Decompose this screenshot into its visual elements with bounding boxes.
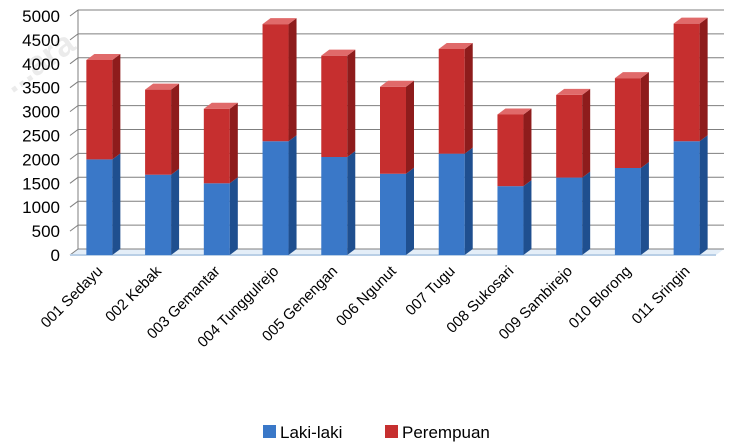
y-tick-label: 4000 — [22, 55, 60, 74]
x-category-label: 006 Ngunut — [333, 262, 400, 329]
gridline-side — [69, 105, 79, 112]
bar-perempuan — [673, 23, 700, 142]
y-tick-label: 500 — [32, 222, 60, 241]
bar-side-laki-laki — [112, 153, 121, 255]
gridline-side — [69, 129, 79, 136]
bar-side-laki-laki — [288, 135, 297, 255]
bar-laki-laki — [614, 168, 641, 255]
bar-laki-laki — [262, 141, 289, 255]
bar-side-perempuan — [171, 83, 180, 175]
bar-side-laki-laki — [464, 147, 473, 255]
bar-top-perempuan — [262, 18, 297, 25]
bar-perempuan — [203, 108, 230, 184]
bar-side-perempuan — [229, 102, 238, 184]
bar-side-laki-laki — [347, 151, 356, 255]
y-tick-label: 4500 — [22, 31, 60, 50]
bar-top-perempuan — [556, 88, 591, 95]
y-axis: 0 500 1000 1500 2000 2500 3000 3500 4000 4500 5000 — [22, 7, 60, 265]
x-category-label: 010 Blorong — [566, 263, 635, 332]
y-tick-label: 3000 — [22, 103, 60, 122]
bar-top-perempuan — [380, 80, 414, 87]
bar-perempuan — [497, 114, 524, 187]
bar-side-perempuan — [640, 72, 649, 169]
bar-top-perempuan — [614, 72, 649, 79]
x-category-label: 001 Sedayu — [38, 263, 107, 332]
bar-top-perempuan — [145, 83, 180, 90]
bar-top-perempuan — [86, 53, 121, 60]
bar-top-perempuan — [438, 42, 473, 49]
gridline-side — [69, 81, 79, 89]
bar-side-laki-laki — [699, 135, 708, 255]
bar-perempuan — [145, 89, 172, 175]
bar-side-perempuan — [523, 108, 532, 187]
y-tick-label: 1500 — [22, 174, 60, 193]
gridline-side — [69, 176, 79, 184]
legend-label-perempuan: Perempuan — [402, 423, 490, 442]
gridline-side — [69, 57, 79, 65]
bar-laki-laki — [203, 183, 230, 255]
bar-laki-laki — [673, 141, 700, 255]
bar-perempuan — [438, 48, 465, 154]
bar-side-perempuan — [464, 42, 473, 154]
bar-side-perempuan — [406, 80, 414, 174]
bar-perempuan — [380, 86, 406, 174]
bar-side-perempuan — [582, 88, 591, 178]
bar-side-laki-laki — [582, 171, 591, 255]
bar-laki-laki — [556, 177, 583, 255]
legend: Laki-laki Perempuan — [263, 423, 490, 442]
bar-top-perempuan — [673, 17, 708, 24]
bar-perempuan — [262, 24, 289, 142]
bar-laki-laki — [380, 173, 406, 255]
y-tick-label: 2500 — [22, 127, 60, 146]
bar-top-perempuan — [497, 108, 532, 115]
bar-side-laki-laki — [640, 162, 649, 255]
bar-side-perempuan — [347, 49, 356, 158]
bar-perempuan — [556, 94, 583, 178]
y-tick-label: 0 — [51, 246, 60, 265]
bar-laki-laki — [438, 153, 465, 255]
legend-label-laki-laki: Laki-laki — [280, 423, 342, 442]
y-tick-label: 3500 — [22, 79, 60, 98]
bar-laki-laki — [145, 174, 172, 255]
bar-side-laki-laki — [406, 167, 414, 255]
y-tick-label: 5000 — [22, 7, 60, 26]
bar-side-perempuan — [699, 17, 708, 142]
bar-laki-laki — [497, 186, 524, 255]
gridline-side — [69, 33, 79, 41]
x-category-label: 011 Sringin — [629, 263, 694, 328]
bar-perempuan — [86, 59, 113, 160]
bar-top-perempuan — [321, 49, 356, 56]
bar-side-laki-laki — [229, 177, 238, 255]
x-category-label: 002 Kebak — [102, 262, 165, 325]
bar-side-perempuan — [288, 18, 297, 142]
bar-laki-laki — [321, 157, 348, 255]
x-category-label: 007 Tugu — [402, 263, 458, 319]
y-tick-label: 2000 — [22, 150, 60, 169]
bar-perempuan — [614, 78, 641, 169]
legend-swatch-laki-laki — [263, 425, 276, 438]
gridline-side — [69, 152, 79, 160]
y-tick-label: 1000 — [22, 198, 60, 217]
bar-side-laki-laki — [171, 168, 180, 255]
gridline-side — [69, 200, 79, 208]
bar-series — [86, 17, 708, 255]
bar-perempuan — [321, 55, 348, 158]
bar-laki-laki — [86, 159, 113, 255]
gridline-side — [69, 9, 79, 17]
bar-side-laki-laki — [523, 180, 532, 255]
legend-swatch-perempuan — [385, 425, 398, 438]
bar-top-perempuan — [203, 102, 238, 109]
bar-side-perempuan — [112, 53, 121, 160]
gridline-side — [69, 224, 79, 232]
